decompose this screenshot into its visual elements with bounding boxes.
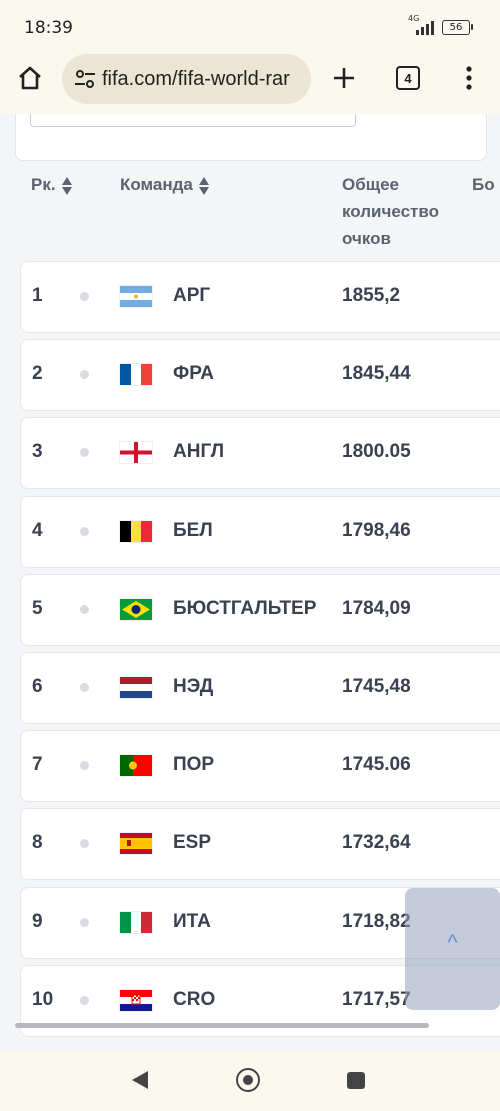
portugal-flag-icon bbox=[120, 755, 152, 777]
system-navigation-bar bbox=[0, 1050, 500, 1111]
address-bar[interactable]: fifa.com/fifa-world-rar bbox=[62, 54, 311, 104]
header-rank[interactable]: Рк. bbox=[31, 171, 72, 198]
header-points[interactable]: Общее количество очков bbox=[342, 175, 439, 248]
italy-flag-icon bbox=[120, 911, 152, 933]
sort-icon[interactable] bbox=[61, 175, 72, 197]
tab-switcher-button[interactable]: 4 bbox=[388, 58, 428, 98]
team-name: АРГ bbox=[173, 285, 211, 306]
points-value: 1855,2 bbox=[342, 285, 401, 306]
team-name: АНГЛ bbox=[173, 441, 225, 463]
horizontal-scrollbar[interactable] bbox=[15, 1023, 429, 1028]
rank-value: 10 bbox=[32, 988, 54, 1010]
trend-dot bbox=[80, 917, 89, 927]
new-tab-icon[interactable] bbox=[324, 58, 364, 98]
status-time: 18:39 bbox=[24, 18, 73, 38]
table-row[interactable]: 7 ПОР 1745.06 bbox=[20, 730, 500, 803]
belgium-flag-icon bbox=[120, 520, 152, 542]
points-value: 1717,57 bbox=[342, 988, 411, 1010]
chevron-up-icon: ^ bbox=[447, 930, 458, 955]
netherlands-flag-icon bbox=[120, 676, 152, 698]
header-next-column[interactable]: Бо bbox=[472, 175, 495, 194]
rank-value: 6 bbox=[32, 675, 43, 697]
trend-dot bbox=[80, 526, 89, 536]
team-name: ESP bbox=[173, 832, 212, 854]
rank-value: 7 bbox=[32, 754, 43, 776]
recent-apps-icon[interactable] bbox=[347, 1072, 365, 1089]
table-row[interactable]: 5 БЮСТГАЛЬТЕР 1784,09 bbox=[20, 573, 500, 646]
points-value: 1845,44 bbox=[342, 363, 411, 385]
rank-value: 5 bbox=[32, 597, 43, 619]
site-settings-icon[interactable] bbox=[74, 69, 96, 89]
scroll-to-top-button[interactable]: ^ bbox=[405, 888, 500, 1010]
rank-value: 8 bbox=[32, 832, 43, 854]
rank-value: 2 bbox=[32, 363, 43, 385]
table-row[interactable]: 2 ФРА 1845,44 bbox=[20, 339, 500, 412]
points-value: 1718,82 bbox=[342, 910, 411, 932]
table-row[interactable]: 4 БЕЛ 1798,46 bbox=[20, 495, 500, 568]
rank-value: 1 bbox=[32, 285, 43, 306]
england-flag-icon bbox=[120, 442, 152, 464]
table-row[interactable]: 6 НЭД 1745,48 bbox=[20, 651, 500, 724]
rank-value: 3 bbox=[32, 441, 43, 463]
brazil-flag-icon bbox=[120, 598, 152, 620]
points-value: 1745.06 bbox=[342, 754, 411, 776]
france-flag-icon bbox=[120, 364, 152, 386]
tab-count: 4 bbox=[396, 66, 420, 90]
status-icons: 4G 56 bbox=[408, 14, 473, 37]
table-row[interactable]: 8 ESP 1732,64 bbox=[20, 808, 500, 881]
home-icon[interactable] bbox=[10, 58, 50, 98]
rank-value: 9 bbox=[32, 910, 43, 932]
trend-dot bbox=[80, 761, 89, 771]
trend-dot bbox=[80, 370, 89, 380]
points-value: 1732,64 bbox=[342, 832, 411, 854]
croatia-flag-icon bbox=[120, 989, 152, 1011]
team-name: ИТА bbox=[173, 910, 211, 932]
trend-dot bbox=[80, 604, 89, 614]
search-input[interactable] bbox=[30, 114, 356, 127]
trend-dot bbox=[80, 292, 89, 301]
trend-dot bbox=[80, 448, 89, 458]
url-text: fifa.com/fifa-world-rar bbox=[102, 68, 290, 90]
table-row[interactable]: 1 АРГ 1855,2 bbox=[20, 261, 500, 333]
back-icon[interactable] bbox=[131, 1070, 149, 1090]
trend-dot bbox=[80, 839, 89, 849]
points-value: 1784,09 bbox=[342, 597, 411, 619]
home-button-icon[interactable] bbox=[236, 1068, 260, 1092]
team-name: CRO bbox=[173, 988, 216, 1010]
table-row[interactable]: 3 АНГЛ 1800.05 bbox=[20, 417, 500, 490]
points-value: 1798,46 bbox=[342, 519, 411, 541]
trend-dot bbox=[80, 682, 89, 692]
team-name: ПОР bbox=[173, 754, 215, 776]
spain-flag-icon bbox=[120, 833, 152, 855]
menu-icon[interactable] bbox=[449, 58, 489, 98]
rank-value: 4 bbox=[32, 519, 43, 541]
network-type: 4G bbox=[408, 14, 420, 23]
team-name: НЭД bbox=[173, 675, 214, 697]
status-bar: 18:39 4G 56 bbox=[0, 0, 500, 56]
trend-dot bbox=[80, 995, 89, 1005]
team-name: ФРА bbox=[173, 363, 214, 385]
header-team-label: Команда bbox=[120, 175, 193, 194]
battery-icon: 56 bbox=[442, 19, 473, 35]
team-name: БЕЛ bbox=[173, 519, 213, 541]
signal-icon: 4G bbox=[408, 14, 436, 37]
header-team[interactable]: Команда bbox=[120, 171, 209, 198]
page-content: Рк. Команда Общее количество очков Бо 1 … bbox=[0, 114, 500, 1050]
team-name: БЮСТГАЛЬТЕР bbox=[173, 597, 317, 619]
argentina-flag-icon bbox=[120, 286, 152, 307]
header-rank-label: Рк. bbox=[31, 175, 56, 194]
points-value: 1800.05 bbox=[342, 441, 411, 463]
sort-icon[interactable] bbox=[198, 175, 209, 197]
points-value: 1745,48 bbox=[342, 675, 411, 697]
